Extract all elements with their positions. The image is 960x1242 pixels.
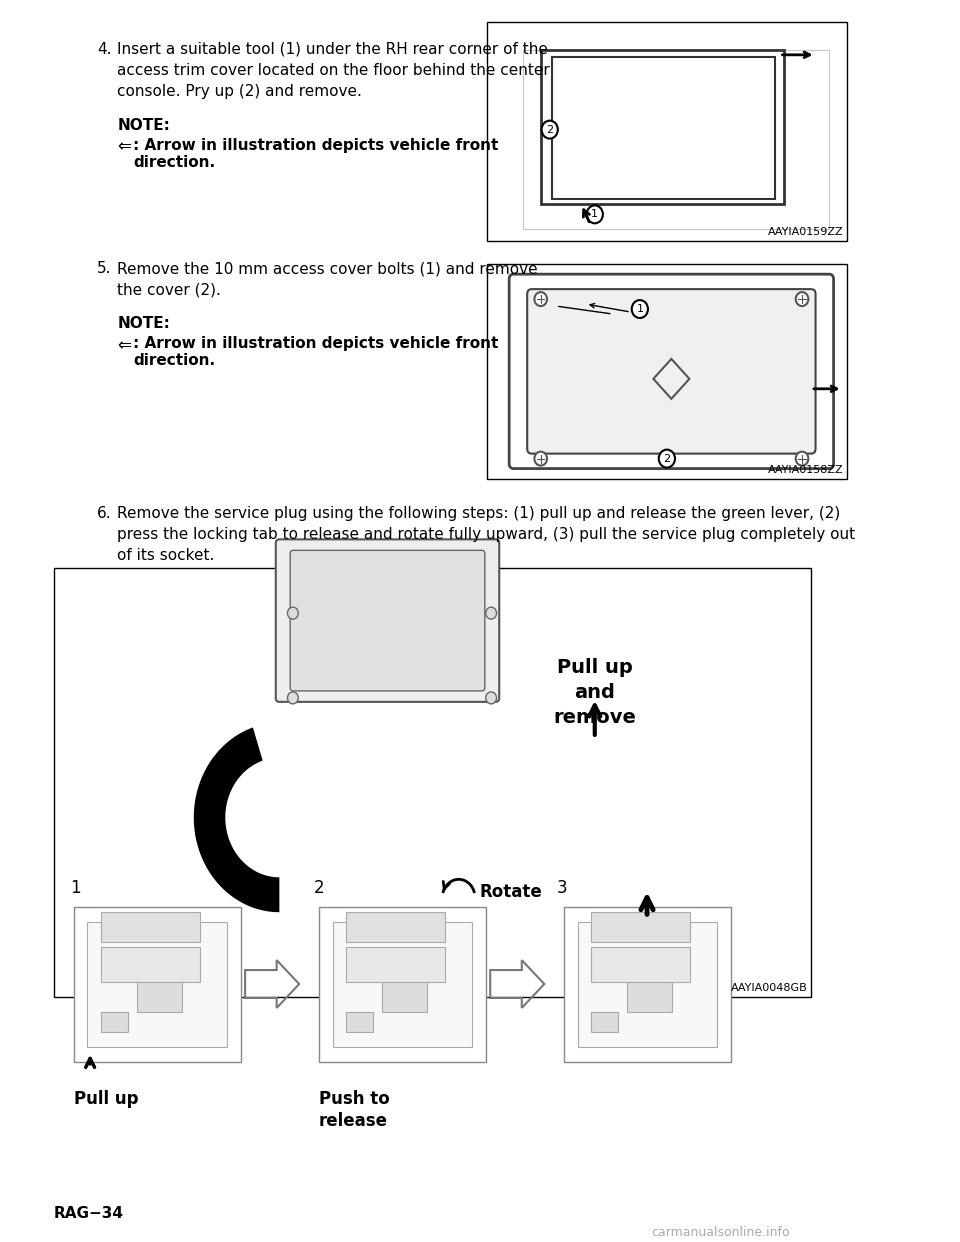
- Text: NOTE:: NOTE:: [117, 315, 170, 332]
- Circle shape: [535, 452, 547, 466]
- Circle shape: [659, 450, 675, 467]
- Bar: [346, 1012, 373, 1032]
- Text: 2: 2: [546, 124, 553, 134]
- FancyBboxPatch shape: [509, 274, 833, 468]
- Text: Push to
release: Push to release: [319, 1089, 390, 1130]
- Bar: [578, 923, 717, 1047]
- Circle shape: [287, 692, 299, 704]
- Circle shape: [796, 292, 808, 306]
- Bar: [564, 907, 731, 1062]
- Text: AAYIA0159ZZ: AAYIA0159ZZ: [768, 227, 844, 237]
- Text: 2: 2: [663, 453, 670, 463]
- Text: Remove the service plug using the following steps: (1) pull up and release the g: Remove the service plug using the follow…: [117, 507, 855, 564]
- Circle shape: [486, 692, 496, 704]
- Text: NOTE:: NOTE:: [117, 118, 170, 133]
- Text: carmanualsonline.info: carmanualsonline.info: [652, 1226, 790, 1240]
- Bar: [551, 57, 775, 200]
- PathPatch shape: [194, 728, 279, 912]
- Text: ⇐: ⇐: [117, 138, 131, 155]
- Text: Remove the 10 mm access cover bolts (1) and remove
the cover (2).: Remove the 10 mm access cover bolts (1) …: [117, 261, 538, 297]
- Bar: [101, 948, 200, 982]
- Text: Pull up
and
remove: Pull up and remove: [553, 658, 636, 727]
- FancyBboxPatch shape: [527, 289, 816, 453]
- Bar: [487, 265, 847, 478]
- Text: AAYIA0048GB: AAYIA0048GB: [731, 982, 807, 994]
- Bar: [101, 912, 200, 943]
- Bar: [591, 912, 690, 943]
- Circle shape: [535, 292, 547, 306]
- Bar: [346, 948, 445, 982]
- Text: Insert a suitable tool (1) under the RH rear corner of the
access trim cover loc: Insert a suitable tool (1) under the RH …: [117, 42, 550, 99]
- Text: 2: 2: [314, 879, 324, 897]
- Text: : Arrow in illustration depicts vehicle front: : Arrow in illustration depicts vehicle …: [133, 138, 499, 153]
- Circle shape: [632, 301, 648, 318]
- Text: 4.: 4.: [97, 42, 111, 57]
- Text: 6.: 6.: [97, 507, 112, 522]
- Circle shape: [287, 607, 299, 619]
- FancyBboxPatch shape: [290, 550, 485, 691]
- Bar: [346, 912, 445, 943]
- Bar: [137, 972, 182, 1012]
- Bar: [332, 923, 472, 1047]
- Bar: [487, 22, 847, 241]
- Bar: [319, 907, 486, 1062]
- Text: RAG−34: RAG−34: [54, 1206, 124, 1221]
- Text: AAYIA0158ZZ: AAYIA0158ZZ: [768, 465, 844, 474]
- Text: Rotate: Rotate: [479, 883, 542, 902]
- Bar: [74, 907, 241, 1062]
- Circle shape: [541, 120, 558, 139]
- Text: 3: 3: [557, 879, 567, 897]
- Bar: [101, 1012, 128, 1032]
- Bar: [591, 948, 690, 982]
- Circle shape: [796, 452, 808, 466]
- Text: Pull up: Pull up: [74, 1089, 138, 1108]
- Bar: [627, 972, 672, 1012]
- Text: 1: 1: [70, 879, 81, 897]
- Text: : Arrow in illustration depicts vehicle front: : Arrow in illustration depicts vehicle …: [133, 337, 499, 351]
- Bar: [591, 1012, 618, 1032]
- Circle shape: [587, 205, 603, 224]
- Bar: [54, 569, 811, 997]
- FancyBboxPatch shape: [276, 539, 499, 702]
- Text: 1: 1: [636, 304, 643, 314]
- Text: 1: 1: [591, 210, 598, 220]
- Text: direction.: direction.: [133, 353, 215, 368]
- Text: 5.: 5.: [97, 261, 111, 276]
- Text: ⇐: ⇐: [117, 337, 131, 354]
- Circle shape: [486, 607, 496, 619]
- Bar: [540, 50, 784, 205]
- Bar: [87, 923, 228, 1047]
- Text: direction.: direction.: [133, 154, 215, 169]
- Bar: [382, 972, 427, 1012]
